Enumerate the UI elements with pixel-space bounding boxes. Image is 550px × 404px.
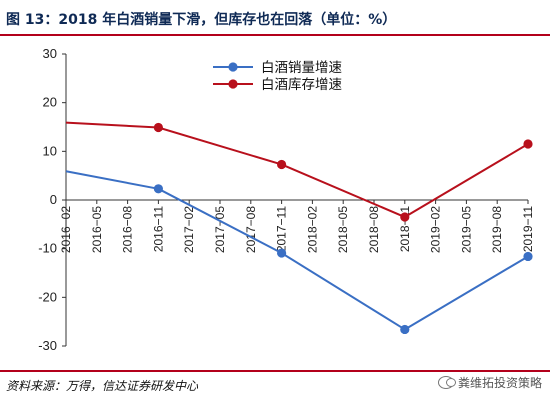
x-tick-label: 2017−05: [213, 206, 227, 253]
watermark: 粪维拓投资策略: [437, 374, 542, 391]
line-chart: 30 20 10 0 -10 -20 -30 2016−02 2016−05 2016−08 201…: [38, 46, 535, 353]
data-point: [523, 251, 533, 262]
x-tick-label: 2018−02: [305, 206, 319, 253]
x-tick-label: 2016−02: [59, 206, 73, 253]
x-tick-label: 2019−05: [459, 206, 473, 253]
legend-swatch-marker: [228, 62, 238, 72]
series-line-2: [65, 121, 529, 219]
data-point: [277, 248, 287, 258]
y-tick-label: -10: [38, 241, 57, 256]
watermark-text: 粪维拓投资策略: [457, 376, 542, 390]
x-tick-label: 2019−02: [429, 206, 443, 253]
wechat-icon: [437, 376, 456, 389]
data-point: [400, 212, 410, 222]
x-tick-label: 2019−11: [521, 206, 535, 252]
x-tick-label: 2019−08: [490, 206, 504, 253]
x-tick-label: 2016−05: [90, 206, 104, 253]
x-tick-label: 2016−08: [121, 206, 135, 253]
data-point: [153, 122, 163, 133]
y-tick-label: 30: [43, 46, 57, 61]
figure-title: 图 13：2018 年白酒销量下滑，但库存也在回落（单位：%）: [6, 12, 397, 28]
title-divider: [0, 34, 550, 36]
legend-label: 白酒库存增速: [261, 77, 342, 93]
legend-swatch-marker: [228, 79, 238, 89]
y-tick-label: 10: [43, 143, 57, 158]
source-divider: [0, 370, 550, 372]
data-point: [277, 159, 287, 170]
data-point: [400, 324, 410, 335]
x-tick-label: 2018−08: [367, 206, 381, 253]
x-tick-label: 2017−11: [275, 206, 289, 252]
data-point: [153, 184, 163, 194]
x-tick-label: 2016−11: [151, 206, 165, 252]
y-tick-label: -30: [38, 338, 57, 353]
legend-label: 白酒销量增速: [261, 60, 342, 76]
y-tick-label: 0: [50, 192, 57, 207]
data-point: [523, 139, 533, 149]
x-tick-label: 2017−08: [244, 206, 258, 253]
y-tick-label: -20: [38, 289, 57, 304]
y-tick-label: 20: [43, 95, 57, 110]
x-tick-label: 2018−05: [336, 206, 350, 253]
x-tick-label: 2017−02: [182, 206, 196, 253]
source-note: 资料来源：万得，信达证券研发中心: [6, 379, 199, 393]
